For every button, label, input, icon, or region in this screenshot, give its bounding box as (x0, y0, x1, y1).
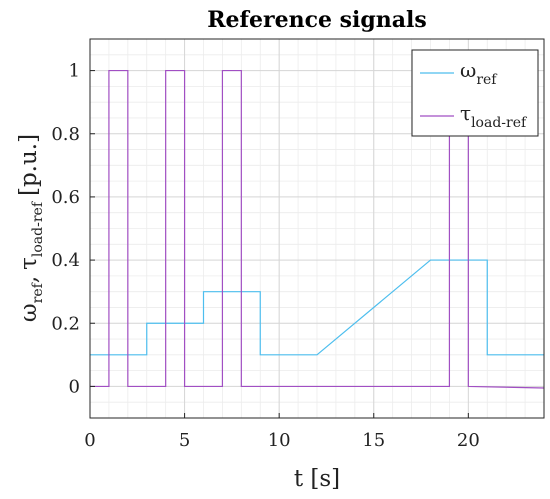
y-tick-label: 0 (69, 376, 80, 397)
y-label-omega-sub: ref (30, 281, 46, 303)
x-tick-label: 0 (84, 430, 95, 451)
y-tick-label: 0.6 (51, 187, 80, 208)
y-tick-label: 0.2 (51, 313, 80, 334)
x-tick-label: 20 (457, 430, 480, 451)
x-axis-label: t [s] (294, 466, 340, 492)
legend-omega-sub: ref (476, 72, 498, 88)
legend-omega: ω (460, 58, 476, 82)
y-tick-label: 0.8 (51, 124, 80, 145)
x-tick-label: 15 (362, 430, 385, 451)
x-tick-label: 5 (179, 430, 190, 451)
y-tick-label: 1 (69, 61, 80, 82)
legend-tau: τ (460, 101, 471, 125)
y-label-tau: τ (16, 257, 42, 270)
legend: ωref τload-ref (412, 50, 538, 136)
y-label-omega: ω (16, 303, 42, 322)
y-label-unit: [p.u.] (16, 134, 42, 196)
chart-title: Reference signals (207, 7, 427, 33)
y-tick-label: 0.4 (51, 250, 80, 271)
y-label-comma: , (16, 276, 42, 283)
x-tick-label: 10 (268, 430, 291, 451)
legend-tau-sub: load-ref (471, 115, 528, 131)
y-label-tau-sub: load-ref (30, 200, 46, 257)
